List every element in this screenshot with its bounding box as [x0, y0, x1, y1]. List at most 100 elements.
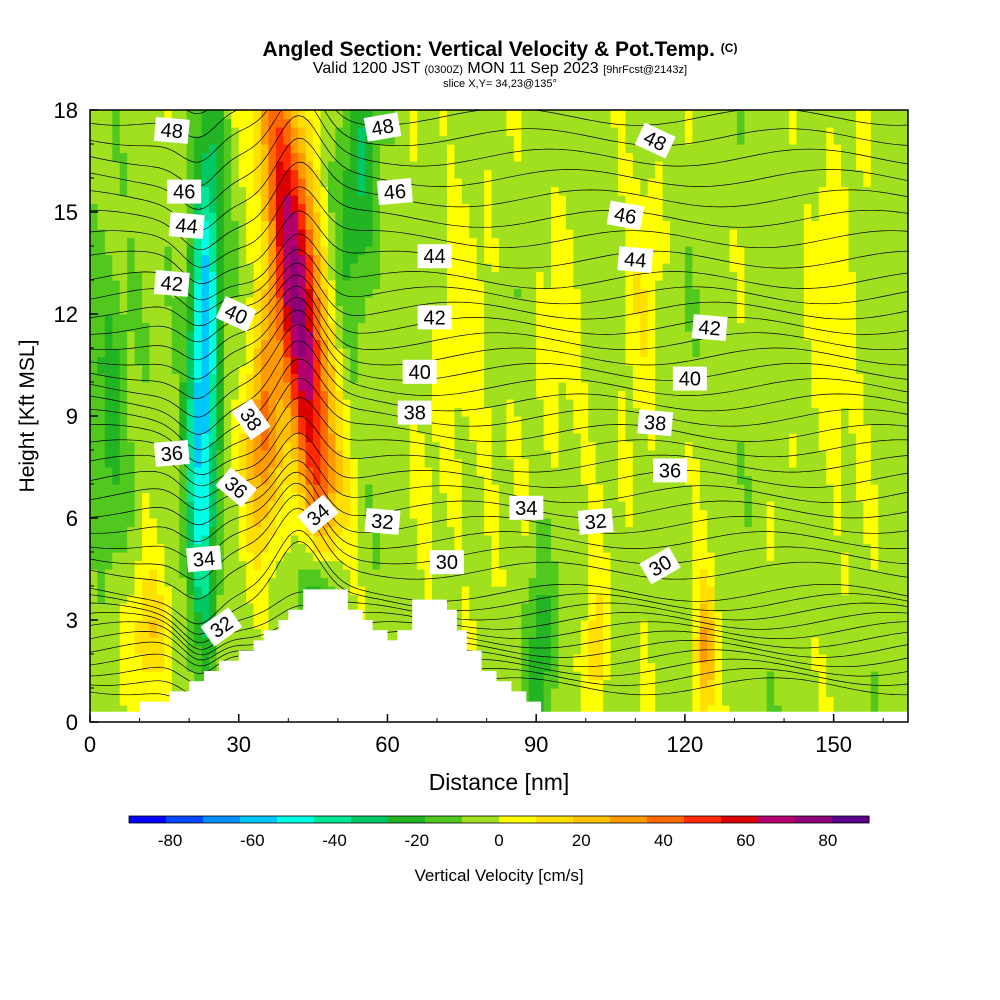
velocity-cell	[142, 611, 151, 621]
velocity-cell	[119, 586, 128, 596]
velocity-cell	[112, 152, 121, 162]
velocity-cell	[513, 424, 522, 434]
velocity-cell	[335, 229, 344, 239]
velocity-cell	[573, 271, 582, 281]
velocity-cell	[595, 441, 604, 451]
velocity-cell	[201, 271, 210, 281]
velocity-cell	[290, 509, 299, 519]
velocity-cell	[565, 416, 574, 426]
velocity-cell	[112, 475, 121, 485]
velocity-cell	[90, 535, 99, 545]
velocity-cell	[194, 577, 203, 587]
velocity-cell	[97, 373, 106, 383]
velocity-cell	[402, 271, 411, 281]
velocity-cell	[342, 212, 351, 222]
velocity-cell	[335, 569, 344, 579]
velocity-cell	[521, 246, 530, 256]
velocity-cell	[432, 212, 441, 222]
velocity-cell	[469, 356, 478, 366]
velocity-cell	[253, 620, 262, 630]
velocity-cell	[499, 339, 508, 349]
velocity-cell	[357, 399, 366, 409]
velocity-cell	[216, 288, 225, 298]
velocity-cell	[305, 467, 314, 477]
velocity-cell	[402, 441, 411, 451]
velocity-cell	[97, 492, 106, 502]
velocity-cell	[484, 254, 493, 264]
velocity-cell	[580, 161, 589, 171]
velocity-cell	[335, 518, 344, 528]
velocity-cell	[261, 246, 270, 256]
velocity-cell	[283, 237, 292, 247]
velocity-cell	[97, 441, 106, 451]
velocity-cell	[261, 594, 270, 604]
velocity-cell	[573, 696, 582, 706]
velocity-cell	[186, 450, 195, 460]
velocity-cell	[149, 178, 158, 188]
velocity-cell	[156, 110, 165, 120]
velocity-cell	[194, 509, 203, 519]
velocity-cell	[424, 297, 433, 307]
velocity-cell	[565, 501, 574, 511]
velocity-cell	[603, 552, 612, 562]
velocity-cell	[164, 654, 173, 664]
velocity-cell	[194, 645, 203, 655]
velocity-cell	[573, 390, 582, 400]
velocity-cell	[521, 441, 530, 451]
velocity-cell	[335, 212, 344, 222]
velocity-cell	[565, 169, 574, 179]
velocity-cell	[134, 620, 143, 630]
velocity-cell	[298, 169, 307, 179]
velocity-cell	[558, 322, 567, 332]
velocity-cell	[461, 407, 470, 417]
velocity-cell	[565, 263, 574, 273]
velocity-cell	[275, 263, 284, 273]
velocity-cell	[491, 467, 500, 477]
velocity-cell	[201, 212, 210, 222]
velocity-cell	[454, 484, 463, 494]
velocity-cell	[134, 475, 143, 485]
velocity-cell	[402, 475, 411, 485]
velocity-cell	[595, 424, 604, 434]
velocity-cell	[104, 467, 113, 477]
velocity-cell	[387, 475, 396, 485]
velocity-cell	[231, 518, 240, 528]
velocity-cell	[112, 237, 121, 247]
velocity-cell	[573, 603, 582, 613]
velocity-cell	[283, 560, 292, 570]
velocity-cell	[565, 526, 574, 536]
velocity-cell	[186, 654, 195, 664]
velocity-cell	[246, 203, 255, 213]
velocity-cell	[394, 135, 403, 145]
velocity-cell	[543, 237, 552, 247]
velocity-cell	[402, 348, 411, 358]
velocity-cell	[513, 186, 522, 196]
velocity-cell	[365, 492, 374, 502]
velocity-cell	[573, 705, 582, 715]
velocity-cell	[380, 458, 389, 468]
velocity-cell	[142, 263, 151, 273]
velocity-cell	[387, 246, 396, 256]
velocity-cell	[476, 135, 485, 145]
velocity-cell	[461, 560, 470, 570]
velocity-cell	[216, 373, 225, 383]
velocity-cell	[387, 594, 396, 604]
velocity-cell	[313, 229, 322, 239]
velocity-cell	[551, 152, 560, 162]
velocity-cell	[588, 577, 597, 587]
velocity-cell	[104, 373, 113, 383]
velocity-cell	[179, 654, 188, 664]
velocity-cell	[313, 492, 322, 502]
velocity-cell	[573, 127, 582, 137]
velocity-cell	[335, 365, 344, 375]
velocity-cell	[119, 552, 128, 562]
velocity-cell	[179, 620, 188, 630]
velocity-cell	[261, 135, 270, 145]
velocity-cell	[253, 203, 262, 213]
velocity-cell	[275, 450, 284, 460]
velocity-cell	[432, 586, 441, 596]
velocity-cell	[216, 569, 225, 579]
velocity-cell	[335, 144, 344, 154]
velocity-cell	[201, 263, 210, 273]
velocity-cell	[476, 577, 485, 587]
